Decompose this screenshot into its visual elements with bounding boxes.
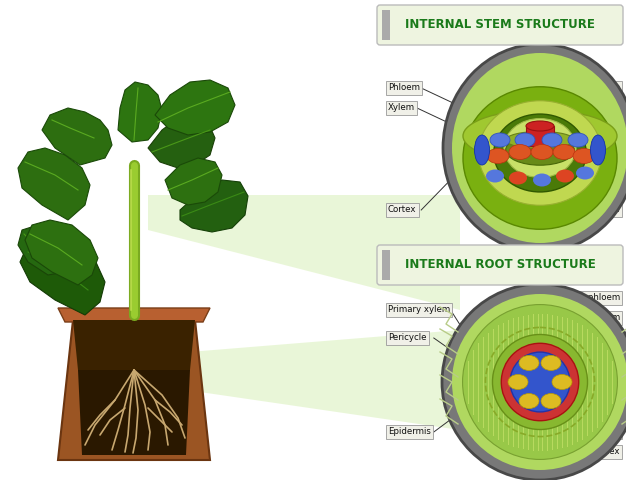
Circle shape	[463, 304, 617, 459]
Ellipse shape	[541, 356, 561, 371]
Bar	[526, 126, 554, 146]
Bar	[382, 250, 390, 280]
Ellipse shape	[463, 110, 617, 162]
Circle shape	[510, 352, 570, 412]
Text: Cortex: Cortex	[388, 205, 416, 215]
Circle shape	[501, 343, 578, 420]
Circle shape	[493, 335, 588, 430]
Bar	[382, 10, 390, 40]
Ellipse shape	[494, 114, 586, 192]
Ellipse shape	[504, 119, 576, 178]
Text: Cortex: Cortex	[592, 447, 620, 456]
Polygon shape	[73, 320, 195, 370]
Polygon shape	[152, 330, 460, 430]
Ellipse shape	[478, 101, 602, 205]
FancyBboxPatch shape	[377, 5, 623, 45]
Ellipse shape	[487, 148, 509, 164]
Ellipse shape	[509, 144, 531, 159]
Text: INTERNAL STEM STRUCTURE: INTERNAL STEM STRUCTURE	[405, 19, 595, 32]
Ellipse shape	[531, 144, 553, 159]
Text: Primary phloem: Primary phloem	[552, 293, 620, 302]
Text: Epidermis: Epidermis	[577, 104, 620, 112]
Ellipse shape	[553, 144, 575, 159]
Text: Pericycle: Pericycle	[388, 334, 426, 343]
Ellipse shape	[508, 374, 528, 389]
Ellipse shape	[490, 133, 510, 147]
Polygon shape	[42, 108, 112, 165]
Text: Xylem: Xylem	[388, 104, 415, 112]
Ellipse shape	[541, 394, 561, 408]
Text: INTERNAL ROOT STRUCTURE: INTERNAL ROOT STRUCTURE	[404, 259, 595, 272]
Ellipse shape	[542, 133, 562, 147]
Ellipse shape	[552, 374, 572, 389]
Ellipse shape	[509, 171, 527, 184]
Ellipse shape	[533, 173, 551, 187]
Text: Pith: Pith	[604, 84, 620, 93]
Text: Primary xylem: Primary xylem	[388, 305, 450, 314]
Ellipse shape	[519, 394, 539, 408]
Text: Vascular cambium: Vascular cambium	[541, 313, 620, 323]
Ellipse shape	[463, 87, 617, 229]
Ellipse shape	[475, 135, 490, 165]
Polygon shape	[58, 308, 210, 322]
Polygon shape	[165, 158, 222, 205]
Polygon shape	[25, 220, 98, 285]
Ellipse shape	[506, 132, 574, 148]
Ellipse shape	[568, 133, 588, 147]
FancyBboxPatch shape	[377, 245, 623, 285]
Polygon shape	[18, 148, 90, 220]
Circle shape	[452, 294, 626, 470]
Polygon shape	[148, 195, 460, 310]
Ellipse shape	[556, 169, 574, 182]
Polygon shape	[155, 80, 235, 135]
Text: Endodermis: Endodermis	[569, 336, 620, 345]
Ellipse shape	[452, 53, 626, 243]
Text: Epidermis: Epidermis	[388, 428, 431, 436]
Polygon shape	[148, 115, 215, 168]
Ellipse shape	[590, 135, 605, 165]
Polygon shape	[58, 320, 210, 460]
Ellipse shape	[526, 121, 554, 131]
Text: Phloem: Phloem	[388, 84, 420, 93]
Polygon shape	[180, 180, 248, 232]
Ellipse shape	[573, 148, 595, 164]
Circle shape	[442, 284, 626, 480]
Text: Root hair: Root hair	[581, 428, 620, 436]
Ellipse shape	[519, 356, 539, 371]
Polygon shape	[78, 370, 190, 455]
Ellipse shape	[515, 133, 535, 147]
Polygon shape	[18, 225, 72, 275]
Ellipse shape	[486, 169, 504, 182]
Ellipse shape	[576, 167, 594, 180]
Ellipse shape	[443, 44, 626, 252]
Polygon shape	[118, 82, 162, 142]
Polygon shape	[20, 238, 105, 315]
Text: Cambium: Cambium	[578, 205, 620, 215]
Ellipse shape	[506, 135, 574, 165]
